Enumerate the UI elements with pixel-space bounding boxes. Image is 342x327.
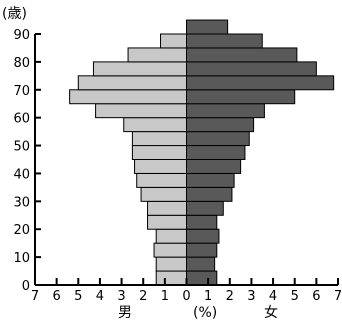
x-tick-label-13: 6 bbox=[312, 289, 320, 304]
female-bar-0 bbox=[186, 270, 218, 286]
y-axis-label: (歳) bbox=[2, 6, 27, 22]
x-axis-unit: (%) bbox=[193, 305, 217, 321]
x-tick-label-8: 1 bbox=[204, 289, 212, 304]
female-bar-70 bbox=[186, 75, 335, 91]
x-tick-label-12: 5 bbox=[291, 289, 299, 304]
x-tick-label-1: 6 bbox=[53, 289, 61, 304]
x-tick-label-4: 3 bbox=[117, 289, 125, 304]
female-bar-45 bbox=[186, 145, 246, 160]
y-tick-label-70: 70 bbox=[13, 84, 30, 99]
x-tick-label-0: 7 bbox=[31, 289, 39, 304]
female-bar-15 bbox=[186, 228, 220, 244]
x-tick-label-11: 4 bbox=[269, 289, 277, 304]
female-bar-90 bbox=[186, 19, 229, 35]
female-bar-40 bbox=[186, 159, 242, 174]
male-bar-25 bbox=[147, 200, 187, 216]
x-tick-label-10: 3 bbox=[247, 289, 255, 304]
y-tick-label-0: 0 bbox=[22, 279, 30, 294]
female-bar-35 bbox=[186, 172, 235, 188]
male-bar-10 bbox=[153, 242, 187, 258]
y-tick-label-40: 40 bbox=[13, 167, 30, 182]
male-bar-70 bbox=[77, 75, 187, 91]
female-bar-85 bbox=[186, 33, 263, 49]
male-bar-40 bbox=[134, 159, 187, 174]
male-bar-75 bbox=[92, 61, 187, 77]
x-tick-label-2: 5 bbox=[74, 289, 82, 304]
male-bar-85 bbox=[160, 33, 187, 49]
male-bar-45 bbox=[131, 145, 187, 160]
x-tick-label-5: 2 bbox=[139, 289, 147, 304]
female-bar-20 bbox=[186, 214, 218, 230]
right-series-label: 女 bbox=[264, 304, 278, 321]
y-tick-label-50: 50 bbox=[13, 140, 30, 155]
female-bar-50 bbox=[186, 131, 250, 147]
male-bar-35 bbox=[136, 172, 187, 188]
female-bar-10 bbox=[186, 242, 218, 258]
female-bar-5 bbox=[186, 256, 216, 272]
y-tick-label-60: 60 bbox=[13, 112, 30, 127]
y-tick-label-30: 30 bbox=[13, 195, 30, 210]
male-bar-80 bbox=[127, 47, 187, 63]
male-bar-30 bbox=[140, 186, 188, 202]
female-bar-55 bbox=[186, 117, 255, 133]
x-tick-label-7: 0 bbox=[182, 289, 190, 304]
left-series-label: 男 bbox=[118, 305, 132, 321]
male-bar-20 bbox=[147, 214, 187, 230]
y-tick-label-10: 10 bbox=[13, 251, 30, 266]
male-bar-0 bbox=[155, 270, 187, 286]
x-tick-label-6: 1 bbox=[161, 289, 169, 304]
female-bar-65 bbox=[186, 89, 296, 105]
x-tick-label-9: 2 bbox=[226, 289, 234, 304]
female-bar-60 bbox=[186, 103, 265, 119]
male-bar-15 bbox=[155, 228, 187, 244]
x-tick-label-14: 7 bbox=[334, 289, 342, 304]
male-bar-50 bbox=[131, 131, 187, 147]
female-bar-25 bbox=[186, 200, 224, 216]
x-tick-label-3: 4 bbox=[96, 289, 104, 304]
male-bar-55 bbox=[123, 117, 187, 133]
female-bar-30 bbox=[186, 186, 233, 202]
y-tick-label-80: 80 bbox=[13, 56, 30, 71]
male-bar-65 bbox=[69, 89, 187, 105]
male-bar-60 bbox=[95, 103, 187, 119]
female-bar-75 bbox=[186, 61, 317, 77]
male-bar-5 bbox=[155, 256, 187, 272]
female-bar-80 bbox=[186, 47, 298, 63]
y-tick-label-20: 20 bbox=[13, 223, 30, 238]
y-tick-label-90: 90 bbox=[13, 28, 30, 43]
bars-group bbox=[69, 19, 335, 286]
